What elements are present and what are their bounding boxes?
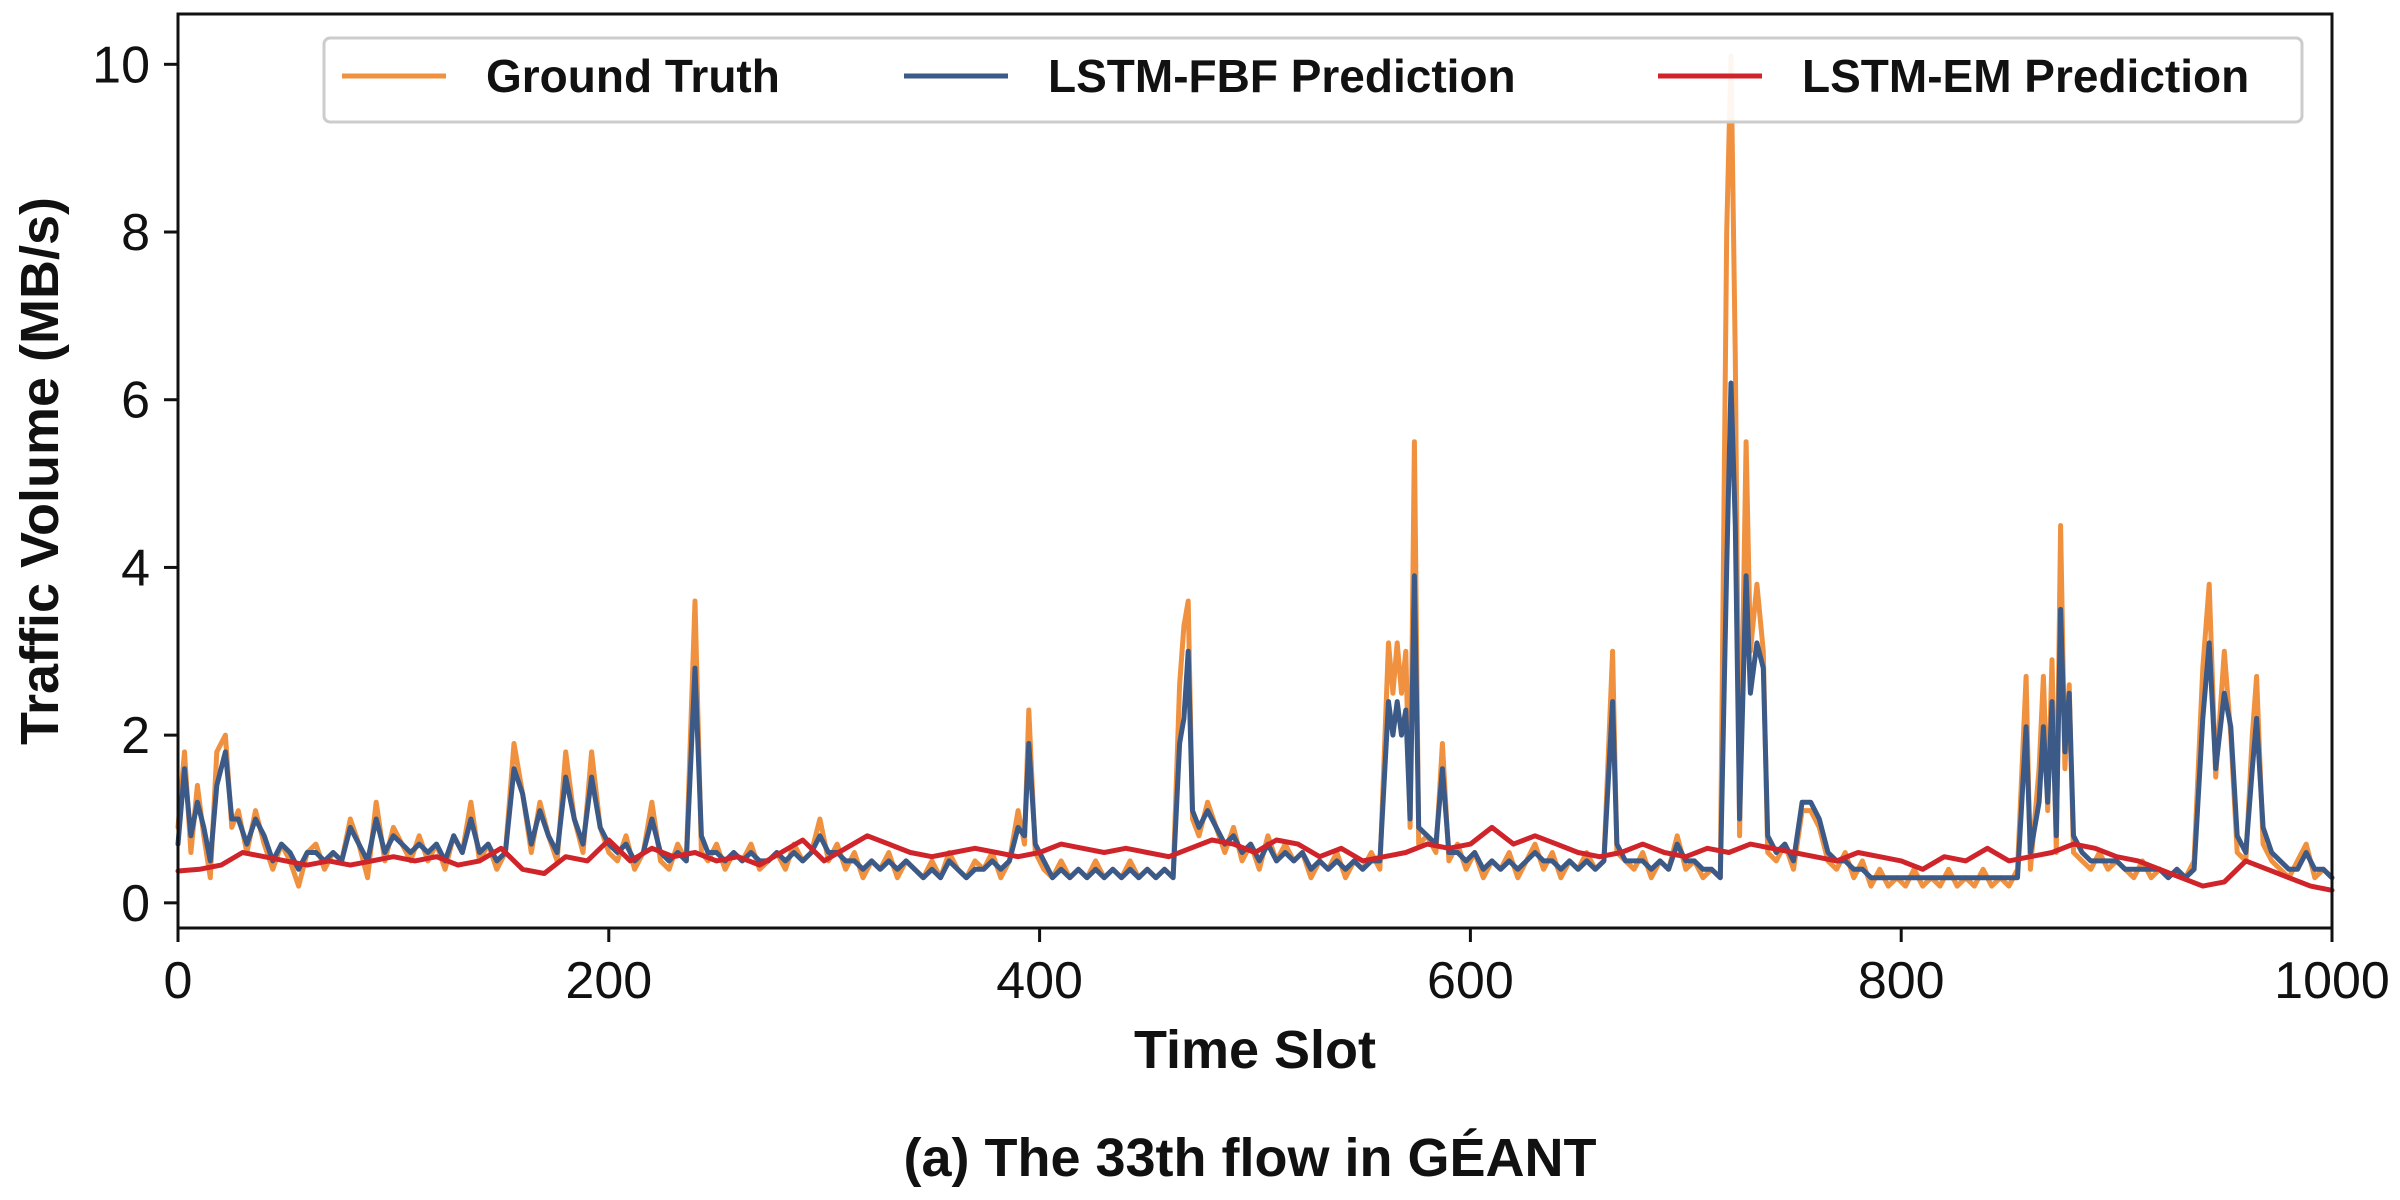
x-tick-label: 400 [996,952,1083,1010]
y-tick-label: 0 [121,875,150,933]
series-line-2 [175,380,2335,881]
y-tick-label: 8 [121,204,150,262]
legend: Ground Truth LSTM-FBF Prediction LSTM-EM P… [322,36,2304,124]
y-tick-label: 2 [121,707,150,765]
figure-caption: (a) The 33th flow in GÉANT [903,1128,1596,1188]
y-axis-label: Traffic Volume (MB/s) [10,197,70,745]
x-axis-label: Time Slot [1134,1020,1376,1080]
legend-label: LSTM-EM Prediction [1802,50,2249,102]
series-layer [175,53,2335,893]
x-tick-label: 0 [164,952,193,1010]
x-tick-label: 200 [565,952,652,1010]
axes-frame [176,12,2334,930]
y-tick-label: 10 [92,36,150,94]
x-tick-label: 1000 [2274,952,2390,1010]
axes-layer: 0 200 400 600 800 1000 0 2 4 6 8 10 [92,12,2390,1010]
legend-label: Ground Truth [486,50,780,102]
y-tick-label: 6 [121,372,150,430]
x-tick-label: 600 [1427,952,1514,1010]
plot-background [178,14,2332,928]
x-tick-label: 800 [1858,952,1945,1010]
legend-box [322,36,2304,124]
y-tick-label: 4 [121,539,150,597]
legend-label: LSTM-FBF Prediction [1048,50,1516,102]
plot-area [178,14,2332,928]
series-line-3 [175,824,2335,893]
